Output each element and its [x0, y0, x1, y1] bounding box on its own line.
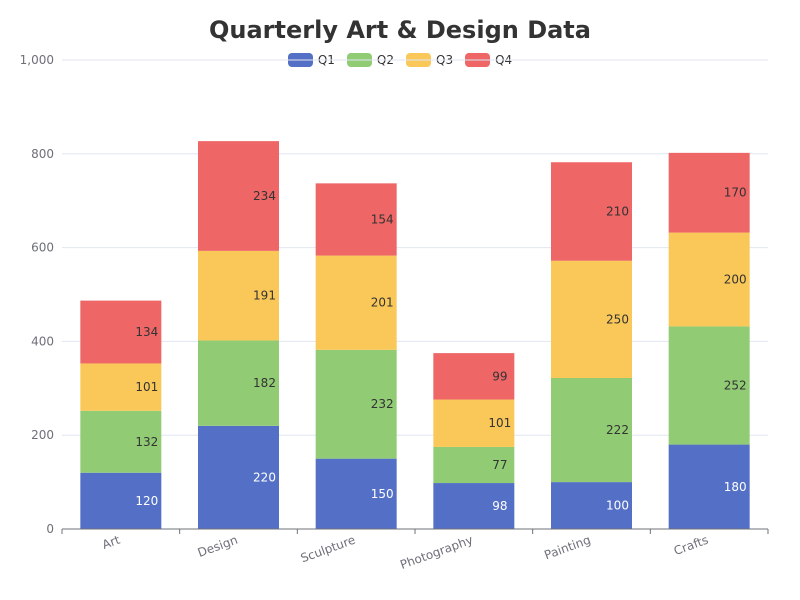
- y-tick-label: 200: [31, 428, 54, 442]
- data-label: 77: [492, 458, 507, 472]
- x-tick-label: Painting: [542, 533, 592, 563]
- bar-segment[interactable]: [80, 410, 162, 473]
- data-label: 170: [724, 186, 747, 200]
- bar-segment[interactable]: [433, 483, 515, 529]
- y-tick-label: 0: [46, 522, 54, 536]
- bar-segment[interactable]: [80, 300, 162, 364]
- chart-title: Quarterly Art & Design Data: [209, 16, 591, 44]
- data-label: 252: [724, 378, 747, 392]
- bar-segment[interactable]: [315, 183, 397, 256]
- x-tick-label: Photography: [398, 533, 475, 572]
- x-tick-label: Design: [196, 533, 240, 560]
- data-label: 100: [606, 499, 629, 513]
- bar-segment[interactable]: [80, 472, 162, 529]
- bar-segment[interactable]: [198, 425, 279, 529]
- bar-segment[interactable]: [315, 458, 397, 529]
- data-label: 180: [724, 480, 747, 494]
- data-label: 134: [135, 325, 158, 339]
- data-label: 98: [492, 499, 507, 513]
- data-label: 154: [371, 212, 394, 226]
- data-label: 201: [371, 296, 394, 310]
- bar-segment[interactable]: [551, 377, 632, 483]
- bar-segment[interactable]: [198, 340, 279, 426]
- data-label: 132: [135, 435, 158, 449]
- data-label: 120: [135, 494, 158, 508]
- x-tick-label: Sculpture: [299, 533, 357, 566]
- data-label: 222: [606, 423, 629, 437]
- y-tick-label: 1,000: [20, 53, 54, 67]
- x-tick-label: Crafts: [672, 533, 710, 558]
- bar-segment[interactable]: [433, 399, 515, 447]
- data-label: 250: [606, 312, 629, 326]
- data-label: 200: [724, 272, 747, 286]
- data-label: 191: [253, 289, 276, 303]
- data-label: 220: [253, 470, 276, 484]
- bar-segment[interactable]: [668, 444, 750, 529]
- bar-segment[interactable]: [551, 482, 632, 529]
- bar-segment[interactable]: [198, 250, 279, 341]
- bar-segment[interactable]: [668, 152, 750, 233]
- bar-segment[interactable]: [551, 260, 632, 378]
- bar-segment[interactable]: [80, 363, 162, 411]
- legend: Q1 Q2 Q3 Q4: [0, 53, 800, 67]
- data-label: 234: [253, 189, 276, 203]
- bar-segment[interactable]: [315, 349, 397, 459]
- bar-segment[interactable]: [433, 446, 515, 484]
- data-label: 99: [492, 369, 507, 383]
- data-label: 232: [371, 397, 394, 411]
- data-label: 182: [253, 376, 276, 390]
- data-label: 101: [135, 380, 158, 394]
- data-label: 101: [488, 416, 511, 430]
- bar-segment[interactable]: [668, 232, 750, 327]
- bar-segment[interactable]: [551, 162, 632, 261]
- y-tick-label: 400: [31, 334, 54, 348]
- data-label: 210: [606, 204, 629, 218]
- bar-segment[interactable]: [668, 326, 750, 445]
- bar-segment[interactable]: [198, 141, 279, 251]
- y-tick-label: 800: [31, 147, 54, 161]
- y-tick-label: 600: [31, 241, 54, 255]
- bar-segment[interactable]: [315, 255, 397, 350]
- bar-segment[interactable]: [433, 353, 515, 400]
- data-label: 150: [371, 487, 394, 501]
- x-tick-label: Art: [100, 533, 122, 552]
